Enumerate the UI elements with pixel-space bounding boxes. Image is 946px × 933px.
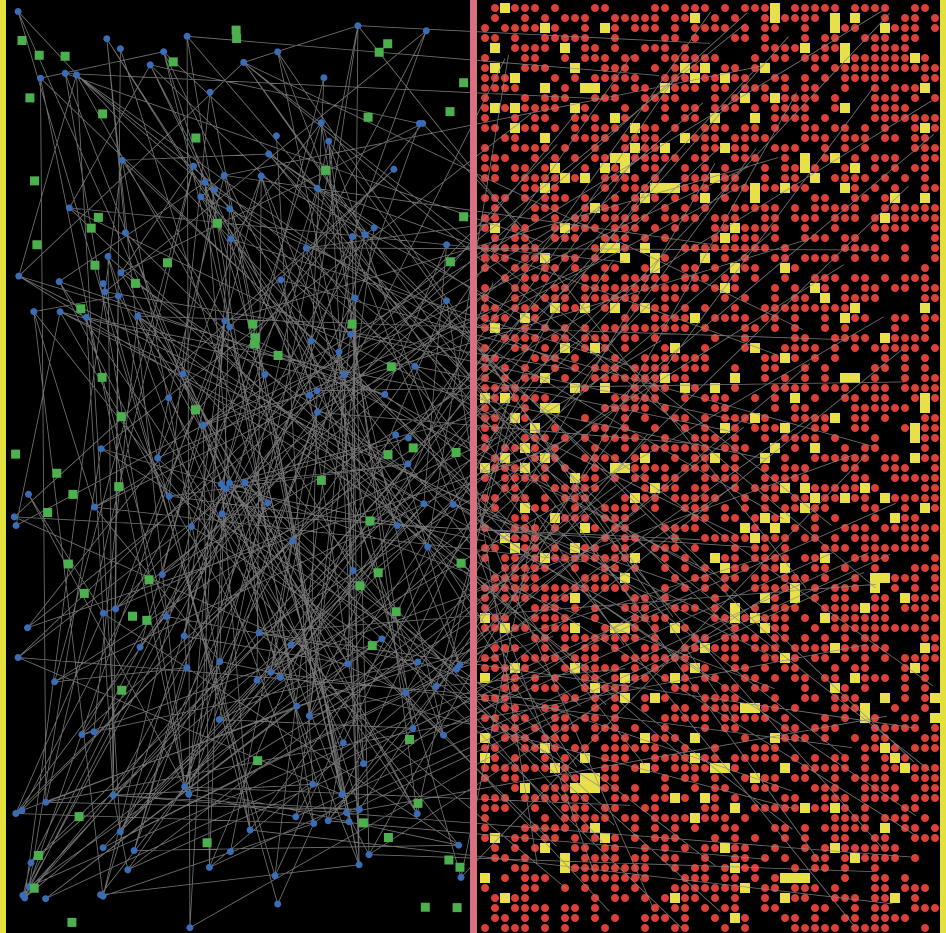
red-cells: [481, 4, 939, 932]
blue-agents: [10, 8, 465, 932]
left-border: [0, 0, 6, 933]
right-border: [940, 0, 946, 933]
divider: [470, 0, 477, 933]
yellow-cells: [480, 3, 940, 923]
grid-layer: [480, 3, 940, 932]
links: [14, 8, 934, 929]
link-layer: [14, 8, 934, 929]
node-layer: [10, 8, 469, 932]
